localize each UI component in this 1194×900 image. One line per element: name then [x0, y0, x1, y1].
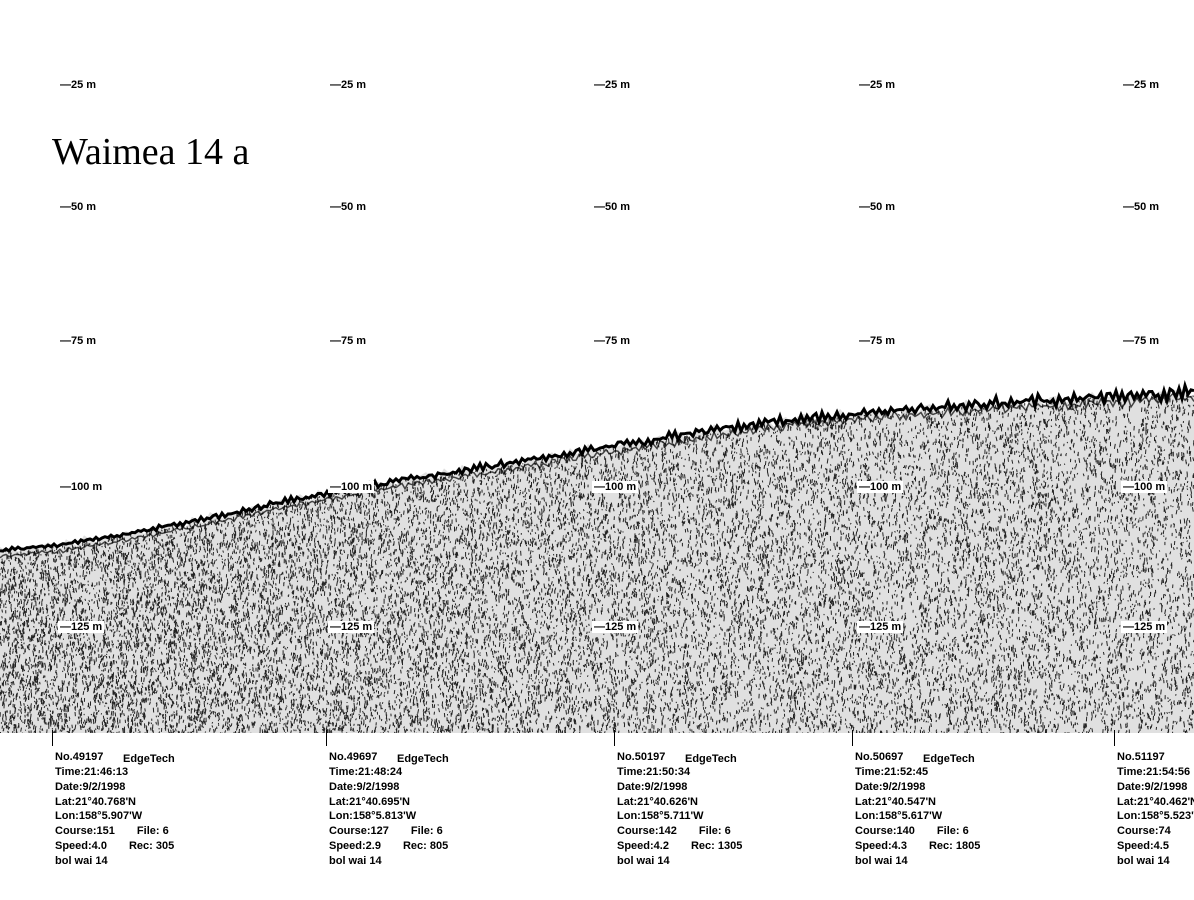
meta-course: Course:142File: 6 [617, 824, 857, 839]
meta-tag: bol wai 14 [617, 854, 857, 869]
depth-tick-label: —25 m [58, 79, 98, 91]
depth-tick-label: —125 m [1121, 621, 1167, 633]
meta-lat: Lat:21°40.695'N [329, 795, 569, 810]
meta-time: Time:21:54:56 [1117, 765, 1194, 780]
meta-time: Time:21:48:24 [329, 765, 569, 780]
meta-time: Time:21:52:45 [855, 765, 1095, 780]
meta-no: No.50697 [855, 750, 1095, 765]
meta-file: File: 6 [937, 824, 969, 839]
meta-no: No.49697 [329, 750, 569, 765]
depth-tick-label: —100 m [592, 481, 638, 493]
depth-tick-label: —125 m [328, 621, 374, 633]
meta-course: Course:140File: 6 [855, 824, 1095, 839]
shot-metadata-block: EdgeTechNo.50697Time:21:52:45Date:9/2/19… [855, 750, 1095, 869]
depth-tick-label: —75 m [592, 335, 632, 347]
depth-tick-label: —50 m [857, 201, 897, 213]
depth-tick-label: —75 m [328, 335, 368, 347]
shot-metadata-block: No.51197Time:21:54:56Date:9/2/1998Lat:21… [1117, 750, 1194, 869]
shot-tick-mark [614, 730, 615, 746]
meta-time: Time:21:50:34 [617, 765, 857, 780]
depth-tick-label: —25 m [1121, 79, 1161, 91]
shot-tick-mark [52, 730, 53, 746]
meta-rec: Rec: 1805 [929, 839, 980, 854]
shot-metadata-block: EdgeTechNo.49697Time:21:48:24Date:9/2/19… [329, 750, 569, 869]
meta-course: Course:74 [1117, 824, 1194, 839]
meta-no: No.51197 [1117, 750, 1194, 765]
depth-tick-label: —50 m [328, 201, 368, 213]
meta-date: Date:9/2/1998 [329, 780, 569, 795]
meta-file: File: 6 [699, 824, 731, 839]
meta-lon: Lon:158°5.813'W [329, 809, 569, 824]
depth-tick-label: —75 m [58, 335, 98, 347]
meta-no: No.49197 [55, 750, 295, 765]
meta-rec: Rec: 805 [403, 839, 448, 854]
vendor-label: EdgeTech [685, 752, 737, 767]
seismic-noise-region [0, 389, 1194, 733]
meta-lon: Lon:158°5.907'W [55, 809, 295, 824]
depth-tick-label: —25 m [857, 79, 897, 91]
meta-speed: Speed:4.3Rec: 1805 [855, 839, 1095, 854]
depth-tick-label: —125 m [592, 621, 638, 633]
meta-date: Date:9/2/1998 [617, 780, 857, 795]
meta-lon: Lon:158°5.711'W [617, 809, 857, 824]
depth-tick-label: —125 m [857, 621, 903, 633]
depth-tick-label: —100 m [857, 481, 903, 493]
meta-rec: Rec: 1305 [691, 839, 742, 854]
depth-tick-label: —125 m [58, 621, 104, 633]
meta-tag: bol wai 14 [855, 854, 1095, 869]
meta-file: File: 6 [411, 824, 443, 839]
shot-metadata-block: EdgeTechNo.50197Time:21:50:34Date:9/2/19… [617, 750, 857, 869]
vendor-label: EdgeTech [397, 752, 449, 767]
meta-lon: Lon:158°5.617'W [855, 809, 1095, 824]
depth-tick-label: —100 m [1121, 481, 1167, 493]
depth-tick-label: —50 m [592, 201, 632, 213]
meta-lat: Lat:21°40.626'N [617, 795, 857, 810]
meta-time: Time:21:46:13 [55, 765, 295, 780]
meta-lon: Lon:158°5.523'W [1117, 809, 1194, 824]
meta-speed: Speed:4.0Rec: 305 [55, 839, 295, 854]
vendor-label: EdgeTech [123, 752, 175, 767]
depth-tick-label: —100 m [328, 481, 374, 493]
meta-lat: Lat:21°40.768'N [55, 795, 295, 810]
meta-speed: Speed:2.9Rec: 805 [329, 839, 569, 854]
meta-course: Course:127File: 6 [329, 824, 569, 839]
meta-tag: bol wai 14 [329, 854, 569, 869]
meta-no: No.50197 [617, 750, 857, 765]
meta-speed: Speed:4.2Rec: 1305 [617, 839, 857, 854]
page-title: Waimea 14 a [52, 130, 249, 174]
shot-tick-mark [326, 730, 327, 746]
meta-lat: Lat:21°40.547'N [855, 795, 1095, 810]
meta-date: Date:9/2/1998 [855, 780, 1095, 795]
depth-tick-label: —75 m [857, 335, 897, 347]
depth-tick-label: —50 m [58, 201, 98, 213]
meta-date: Date:9/2/1998 [55, 780, 295, 795]
shot-tick-mark [852, 730, 853, 746]
meta-tag: bol wai 14 [1117, 854, 1194, 869]
depth-tick-label: —50 m [1121, 201, 1161, 213]
shot-tick-mark [1114, 730, 1115, 746]
meta-speed: Speed:4.5 [1117, 839, 1194, 854]
depth-tick-label: —25 m [592, 79, 632, 91]
meta-course: Course:151File: 6 [55, 824, 295, 839]
depth-tick-label: —100 m [58, 481, 104, 493]
meta-lat: Lat:21°40.462'N [1117, 795, 1194, 810]
vendor-label: EdgeTech [923, 752, 975, 767]
depth-tick-label: —75 m [1121, 335, 1161, 347]
meta-date: Date:9/2/1998 [1117, 780, 1194, 795]
depth-tick-label: —25 m [328, 79, 368, 91]
shot-metadata-block: EdgeTechNo.49197Time:21:46:13Date:9/2/19… [55, 750, 295, 869]
meta-tag: bol wai 14 [55, 854, 295, 869]
meta-file: File: 6 [137, 824, 169, 839]
meta-rec: Rec: 305 [129, 839, 174, 854]
